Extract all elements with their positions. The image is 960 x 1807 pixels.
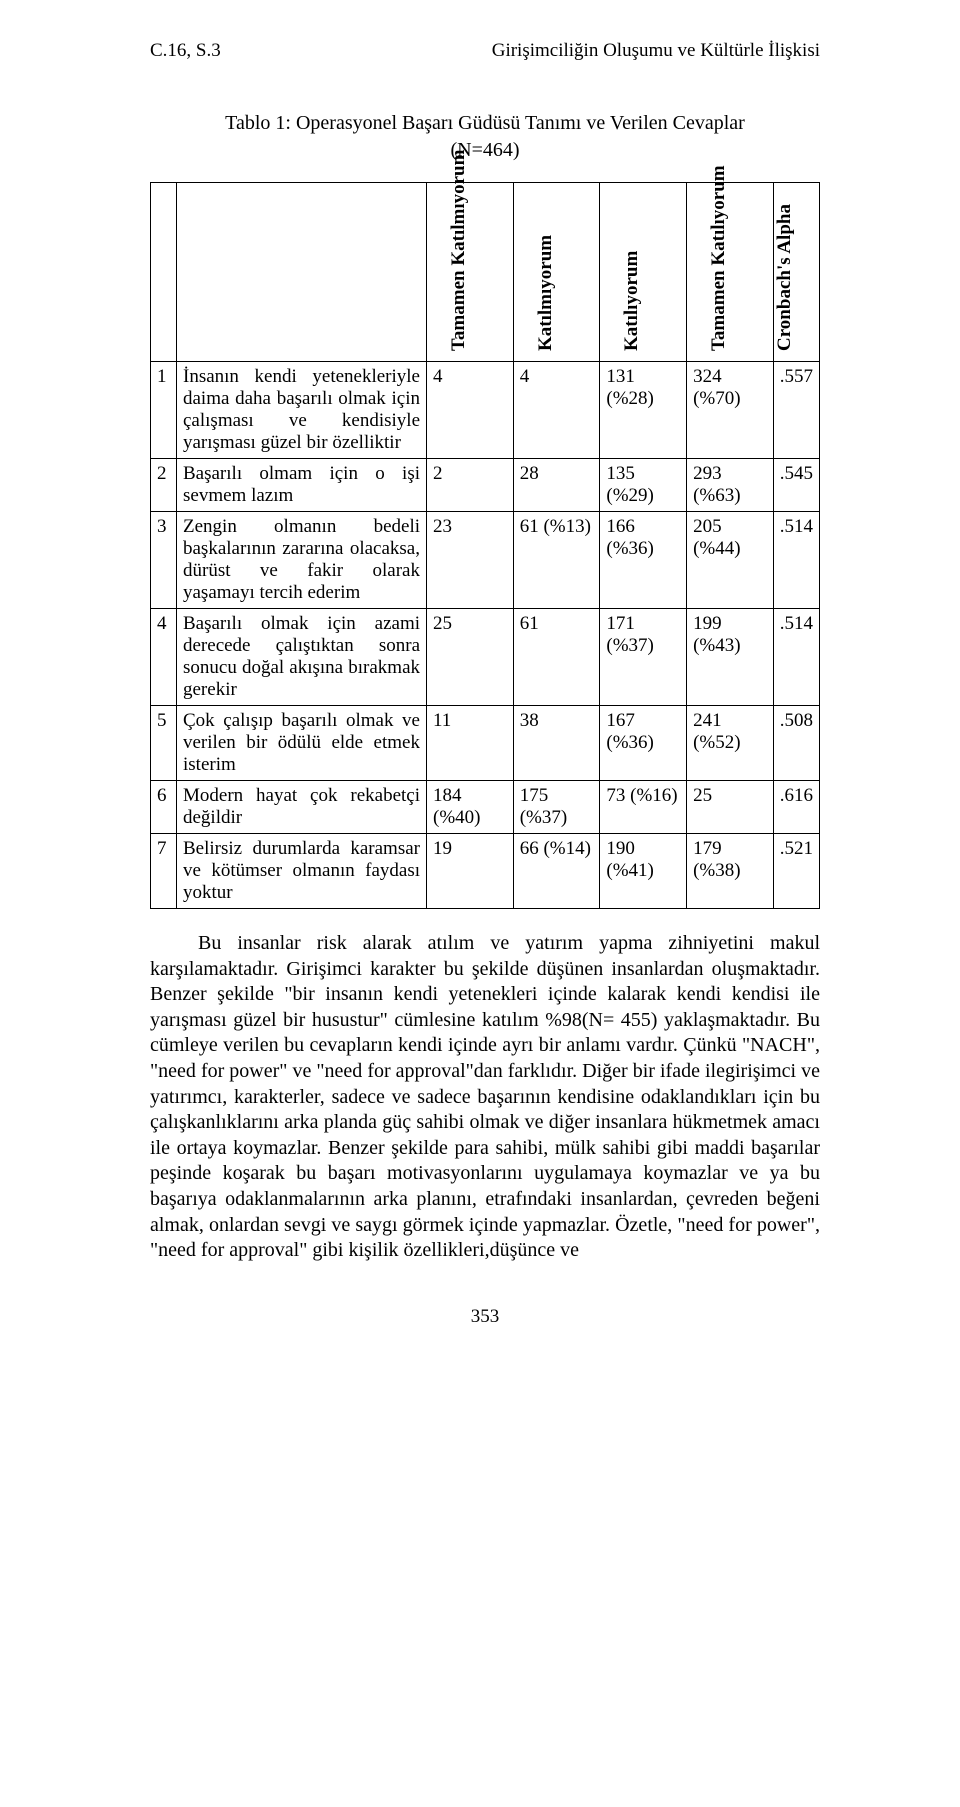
cell-ca: .616: [773, 781, 819, 834]
col-header-tk1-label: Tamamen Katılmıyorum: [448, 150, 470, 351]
cell-k2: 4: [513, 362, 600, 459]
cell-ca: .545: [773, 459, 819, 512]
cell-tk1: 11: [427, 706, 514, 781]
cell-tk4: 293 (%63): [687, 459, 774, 512]
cell-ca: .557: [773, 362, 819, 459]
row-index: 1: [151, 362, 177, 459]
cell-tk4: 179 (%38): [687, 834, 774, 909]
table-row: 2Başarılı olmam için o işi sevmem lazım2…: [151, 459, 820, 512]
header-right: Girişimciliğin Oluşumu ve Kültürle İlişk…: [492, 40, 820, 62]
cell-ca: .514: [773, 609, 819, 706]
cell-tk1: 184 (%40): [427, 781, 514, 834]
col-header-k2-label: Katılmıyorum: [535, 235, 557, 351]
row-index: 4: [151, 609, 177, 706]
body-paragraph: Bu insanlar risk alarak atılım ve yatırı…: [150, 931, 820, 1264]
running-header: C.16, S.3 Girişimciliğin Oluşumu ve Kült…: [150, 40, 820, 62]
cell-tk1: 23: [427, 512, 514, 609]
table-row: 3Zengin olmanın bedeli başkalarının zara…: [151, 512, 820, 609]
col-header-tk4: Tamamen Katılıyorum: [687, 183, 774, 362]
cell-tk4: 324 (%70): [687, 362, 774, 459]
cell-tk1: 19: [427, 834, 514, 909]
cell-k3: 190 (%41): [600, 834, 687, 909]
col-header-blank-1: [151, 183, 177, 362]
page-number: 353: [150, 1306, 820, 1328]
row-item: Başarılı olmak için azami derecede çalış…: [177, 609, 427, 706]
col-header-k3-label: Katılıyorum: [621, 251, 643, 351]
col-header-ca: Cronbach's Alpha: [773, 183, 819, 362]
cell-k2: 175 (%37): [513, 781, 600, 834]
row-index: 6: [151, 781, 177, 834]
cell-k2: 66 (%14): [513, 834, 600, 909]
row-item: İnsanın kendi yetenekleriyle daima daha …: [177, 362, 427, 459]
row-item: Zengin olmanın bedeli başkalarının zarar…: [177, 512, 427, 609]
col-header-blank-2: [177, 183, 427, 362]
cell-k3: 166 (%36): [600, 512, 687, 609]
cell-tk1: 4: [427, 362, 514, 459]
row-index: 5: [151, 706, 177, 781]
col-header-tk1: Tamamen Katılmıyorum: [427, 183, 514, 362]
table-body: 1İnsanın kendi yetenekleriyle daima daha…: [151, 362, 820, 909]
col-header-ca-label: Cronbach's Alpha: [774, 204, 796, 351]
row-index: 2: [151, 459, 177, 512]
table-row: 4Başarılı olmak için azami derecede çalı…: [151, 609, 820, 706]
table-row: 7Belirsiz durumlarda karamsar ve kötümse…: [151, 834, 820, 909]
row-item: Çok çalışıp başarılı olmak ve verilen bi…: [177, 706, 427, 781]
col-header-k2: Katılmıyorum: [513, 183, 600, 362]
cell-tk4: 205 (%44): [687, 512, 774, 609]
data-table: Tamamen Katılmıyorum Katılmıyorum Katılı…: [150, 182, 820, 909]
cell-k2: 61: [513, 609, 600, 706]
row-item: Modern hayat çok rekabetçi değildir: [177, 781, 427, 834]
cell-tk4: 25: [687, 781, 774, 834]
cell-ca: .508: [773, 706, 819, 781]
row-item: Belirsiz durumlarda karamsar ve kötümser…: [177, 834, 427, 909]
cell-k3: 171 (%37): [600, 609, 687, 706]
row-index: 3: [151, 512, 177, 609]
cell-tk1: 2: [427, 459, 514, 512]
document-page: C.16, S.3 Girişimciliğin Oluşumu ve Kült…: [0, 0, 960, 1388]
header-left: C.16, S.3: [150, 40, 221, 62]
cell-k3: 131 (%28): [600, 362, 687, 459]
col-header-k3: Katılıyorum: [600, 183, 687, 362]
table-row: 1İnsanın kendi yetenekleriyle daima daha…: [151, 362, 820, 459]
table-row: 6Modern hayat çok rekabetçi değildir184 …: [151, 781, 820, 834]
row-index: 7: [151, 834, 177, 909]
cell-ca: .514: [773, 512, 819, 609]
cell-tk4: 241 (%52): [687, 706, 774, 781]
cell-k2: 28: [513, 459, 600, 512]
col-header-tk4-label: Tamamen Katılıyorum: [708, 165, 730, 351]
cell-tk4: 199 (%43): [687, 609, 774, 706]
cell-k3: 73 (%16): [600, 781, 687, 834]
table-header-row: Tamamen Katılmıyorum Katılmıyorum Katılı…: [151, 183, 820, 362]
row-item: Başarılı olmam için o işi sevmem lazım: [177, 459, 427, 512]
table-head: Tamamen Katılmıyorum Katılmıyorum Katılı…: [151, 183, 820, 362]
table-caption: Tablo 1: Operasyonel Başarı Güdüsü Tanım…: [225, 110, 745, 164]
cell-k3: 167 (%36): [600, 706, 687, 781]
cell-tk1: 25: [427, 609, 514, 706]
cell-k2: 38: [513, 706, 600, 781]
table-row: 5Çok çalışıp başarılı olmak ve verilen b…: [151, 706, 820, 781]
cell-k3: 135 (%29): [600, 459, 687, 512]
cell-ca: .521: [773, 834, 819, 909]
cell-k2: 61 (%13): [513, 512, 600, 609]
